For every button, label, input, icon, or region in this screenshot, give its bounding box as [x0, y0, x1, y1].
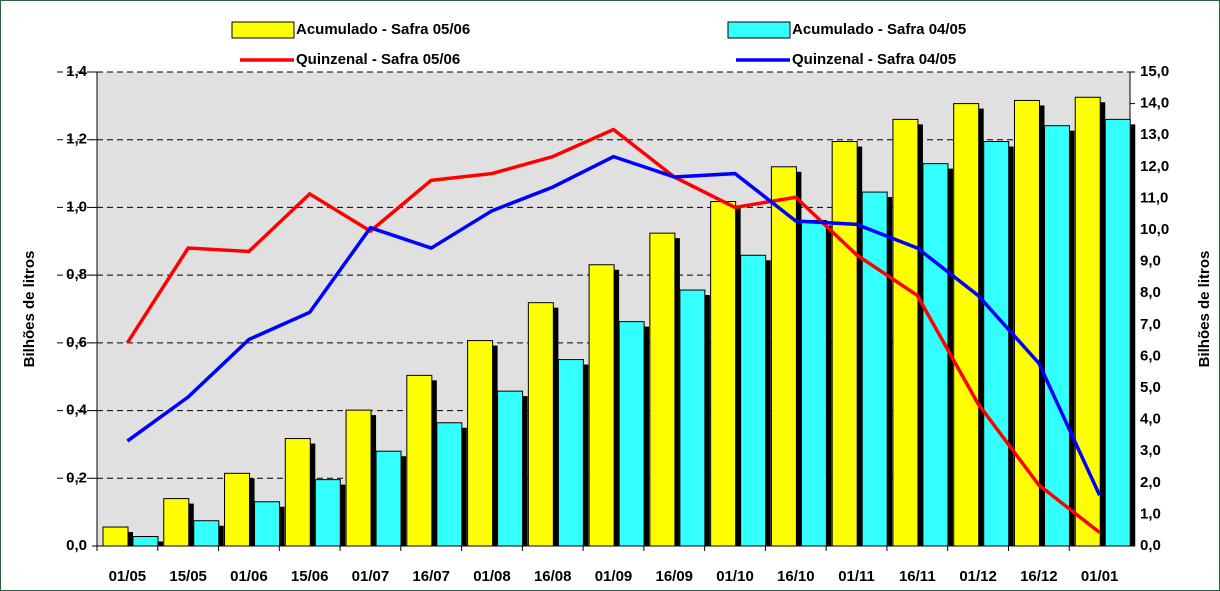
bar	[618, 321, 645, 547]
y2-tick-label: 11,0	[1140, 189, 1168, 206]
bar	[375, 450, 402, 547]
x-tick-label: 16/11	[899, 568, 936, 585]
x-tick-label: 16/09	[655, 568, 693, 585]
y2-tick-label: 5,0	[1140, 379, 1161, 396]
y2-tick-label: 7,0	[1140, 316, 1161, 333]
y2-tick-label: 9,0	[1140, 253, 1161, 270]
bar	[132, 536, 159, 547]
line	[125, 127, 1101, 534]
y2-tick-label: 10,0	[1140, 221, 1169, 238]
y2-tick-label: 13,0	[1140, 126, 1169, 143]
x-tick-label: 15/05	[169, 568, 207, 585]
y2-tick-label: 3,0	[1140, 442, 1161, 459]
y2-tick-label: 15,0	[1140, 63, 1169, 80]
bar	[649, 232, 676, 547]
bar	[922, 163, 949, 547]
x-tick-label: 01/05	[109, 568, 147, 585]
y-tick-label: 0,8	[66, 266, 87, 283]
bar	[467, 340, 494, 547]
x-tick-label: 01/11	[838, 568, 875, 585]
legend-swatch	[231, 21, 295, 39]
bar	[527, 302, 554, 547]
bar	[1074, 96, 1101, 547]
y2-axis-title: Bilhões de litros	[1196, 251, 1213, 368]
bar	[224, 472, 251, 547]
y-tick-label: 1,0	[66, 198, 87, 215]
bar	[740, 254, 767, 547]
bar	[1104, 118, 1131, 547]
bar	[770, 166, 797, 547]
legend-label: Acumulado - Safra 05/06	[296, 21, 470, 38]
bar	[102, 526, 129, 547]
x-tick-label: 01/10	[716, 568, 754, 585]
legend-label: Quinzenal - Safra 05/06	[296, 51, 460, 68]
y-tick-label: 1,2	[66, 131, 87, 148]
bar	[892, 118, 919, 547]
bar	[314, 479, 341, 547]
y2-tick-label: 2,0	[1140, 474, 1161, 491]
x-tick-label: 16/10	[777, 568, 815, 585]
x-tick-label: 16/08	[534, 568, 572, 585]
y2-tick-label: 6,0	[1140, 347, 1161, 364]
x-tick-label: 16/12	[1020, 568, 1058, 585]
line	[126, 154, 1102, 496]
bar	[436, 422, 463, 547]
y2-tick-label: 14,0	[1140, 95, 1169, 112]
y2-tick-label: 0,0	[1140, 537, 1161, 554]
y-tick-label: 0,4	[66, 402, 88, 419]
bar	[557, 359, 584, 547]
y-tick-label: 1,4	[66, 63, 88, 80]
bar	[1043, 125, 1070, 547]
bar	[193, 520, 220, 547]
bar	[861, 191, 888, 547]
y-tick-label: 0,6	[66, 334, 87, 351]
bar	[710, 201, 737, 547]
y2-tick-label: 4,0	[1140, 411, 1161, 428]
bar	[163, 498, 190, 547]
bar	[345, 409, 372, 547]
x-tick-label: 01/09	[595, 568, 633, 585]
bar	[831, 141, 858, 547]
x-tick-label: 01/08	[473, 568, 511, 585]
bar	[284, 438, 311, 547]
bar	[588, 264, 615, 547]
x-tick-label: 15/06	[291, 568, 329, 585]
y2-tick-label: 8,0	[1140, 284, 1161, 301]
bar	[800, 220, 827, 547]
x-tick-label: 01/01	[1081, 568, 1119, 585]
legend-swatch	[727, 21, 791, 39]
bar	[679, 289, 706, 547]
x-tick-label: 01/07	[352, 568, 390, 585]
x-tick-label: 01/12	[959, 568, 997, 585]
bar	[406, 374, 433, 547]
y2-tick-label: 12,0	[1140, 158, 1169, 175]
bar	[254, 501, 281, 547]
x-tick-label: 01/06	[230, 568, 268, 585]
bar	[953, 103, 980, 547]
x-tick-label: 16/07	[412, 568, 450, 585]
legend-label: Quinzenal - Safra 04/05	[792, 51, 956, 68]
legend-label: Acumulado - Safra 04/05	[792, 21, 966, 38]
y2-tick-label: 1,0	[1140, 505, 1161, 522]
y-axis-title: Bilhões de litros	[21, 251, 38, 368]
bar	[497, 390, 524, 547]
y-tick-label: 0,0	[66, 537, 87, 554]
y-tick-label: 0,2	[66, 469, 87, 486]
bar	[983, 141, 1010, 547]
